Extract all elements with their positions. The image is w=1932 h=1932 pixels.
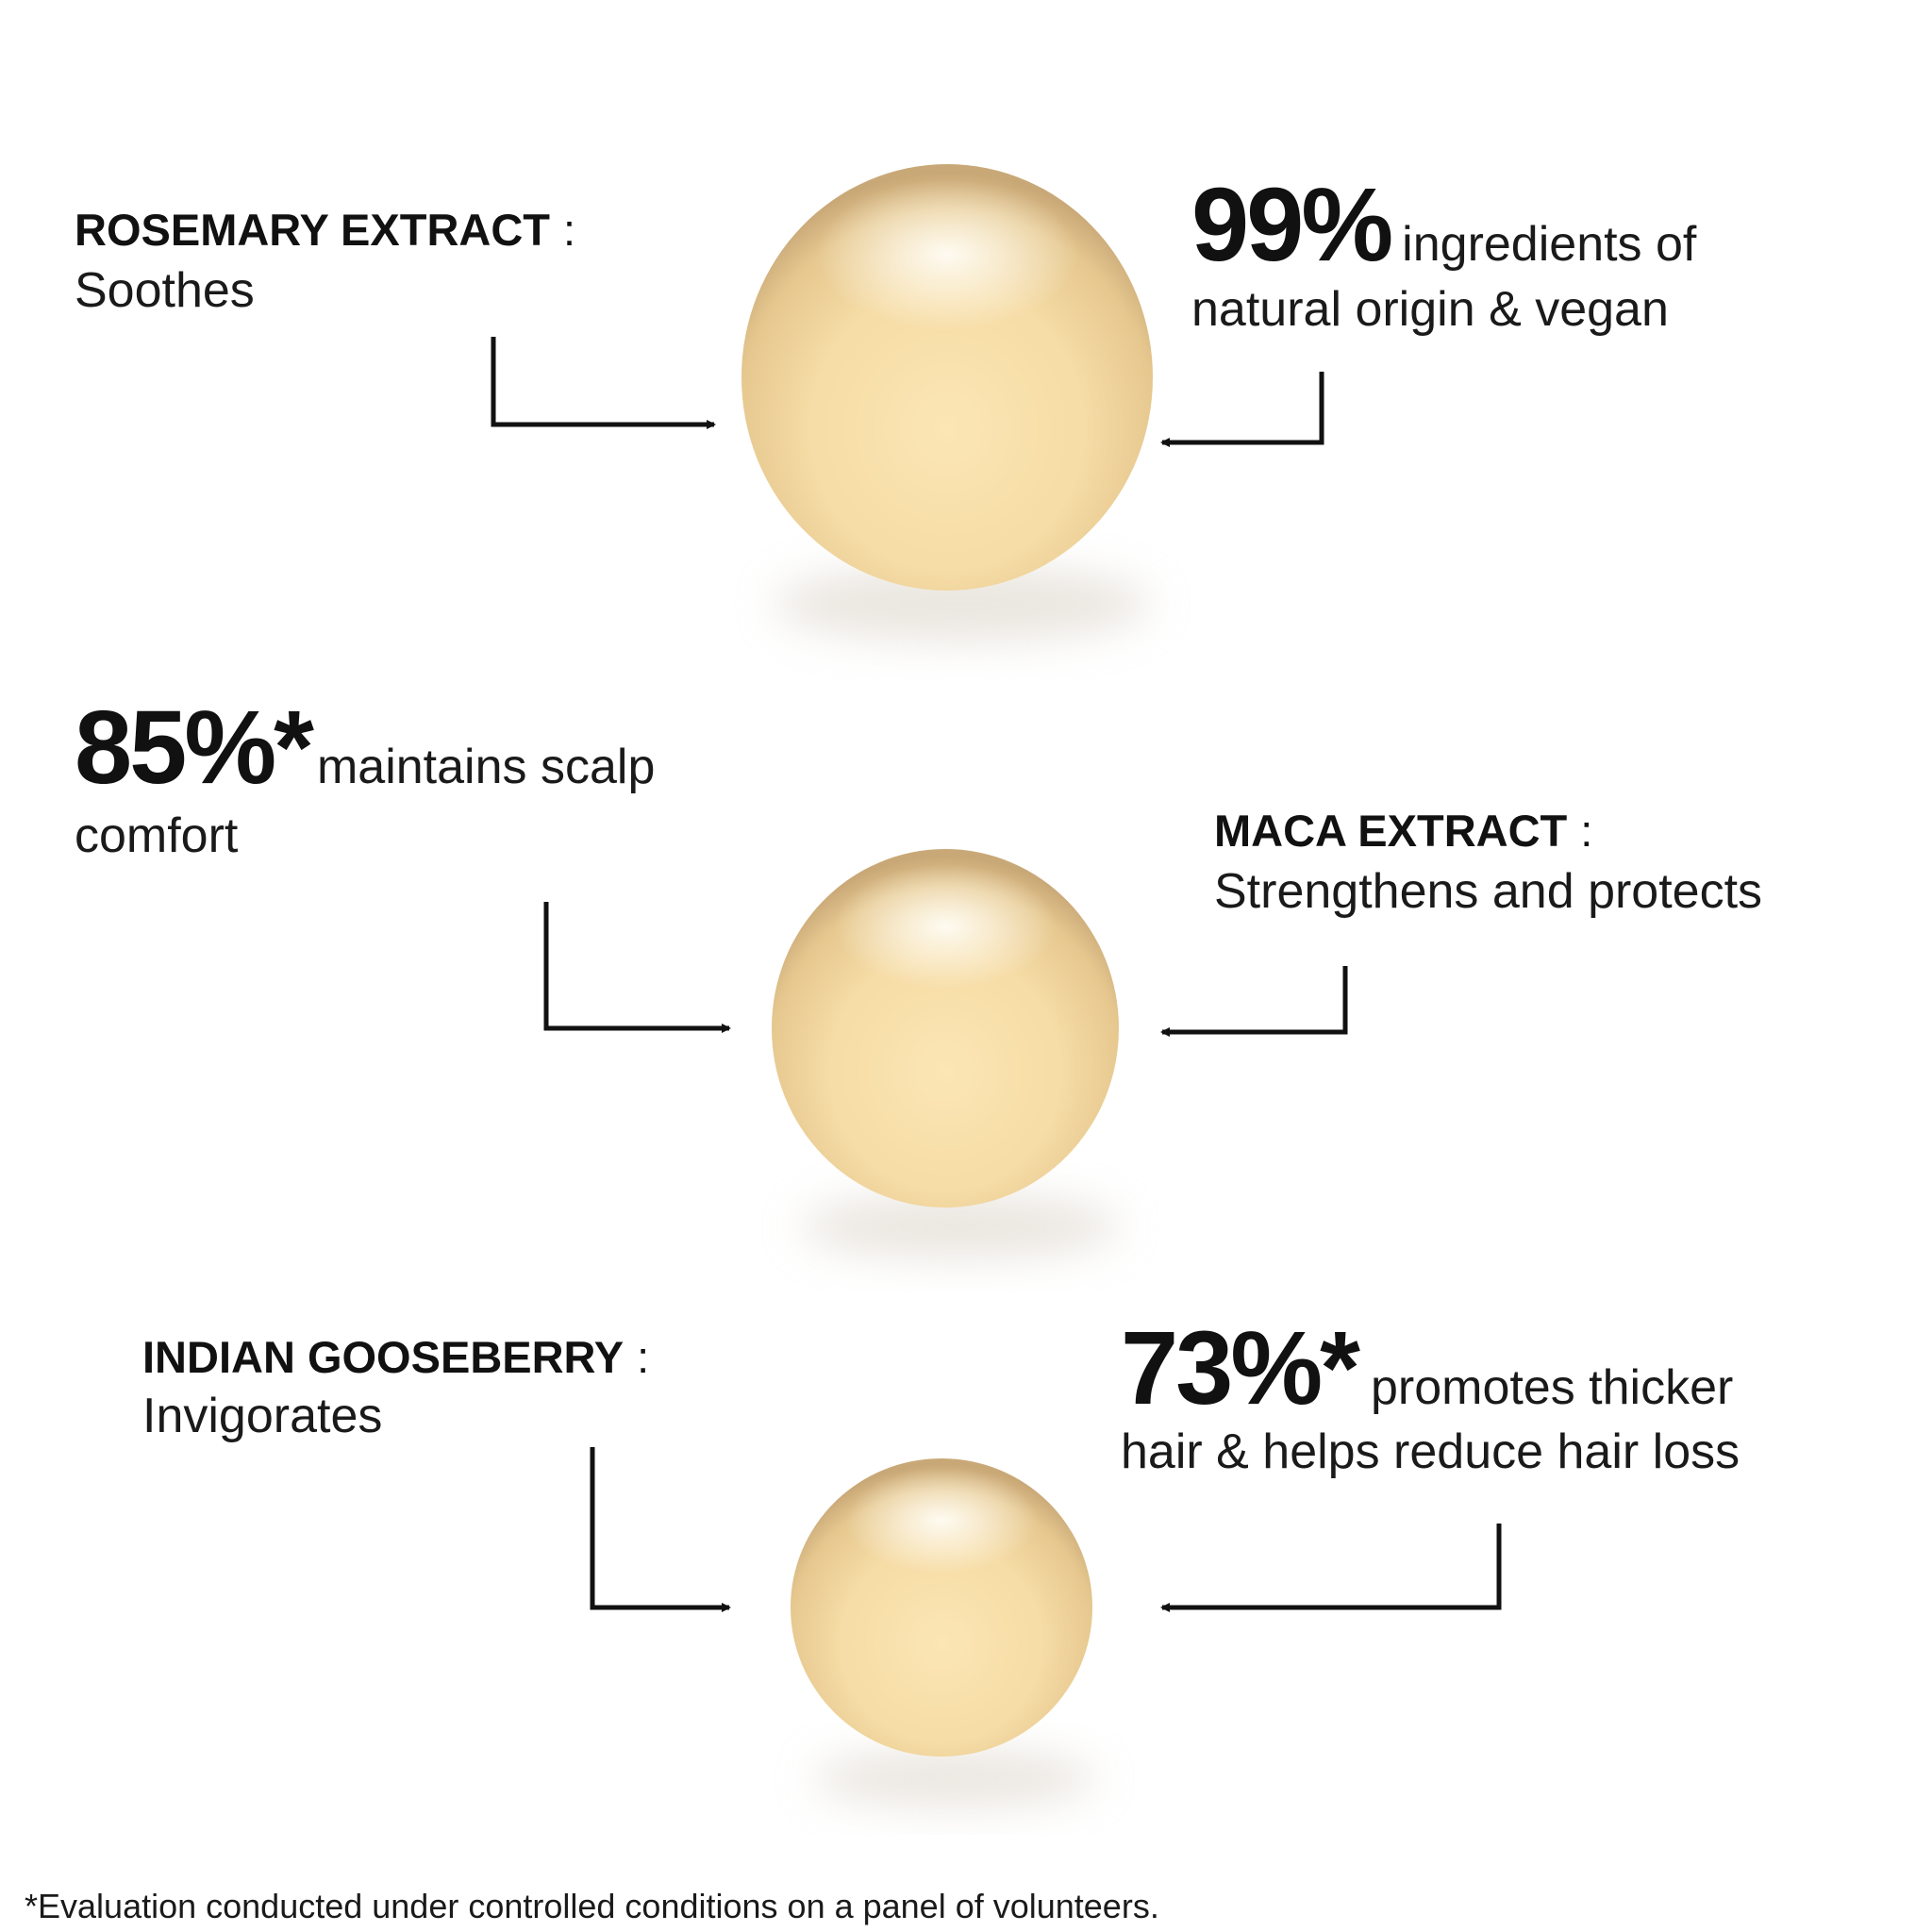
separator: : — [1580, 806, 1592, 856]
footnote: *Evaluation conducted under controlled c… — [25, 1887, 1159, 1925]
arrow — [590, 1447, 731, 1612]
claim-line: 73%* promotes thicker — [1121, 1310, 1733, 1426]
arrow — [1160, 372, 1324, 447]
drop — [791, 1458, 1096, 1807]
drop — [741, 164, 1153, 641]
separator: : — [563, 205, 575, 255]
claim-figure: 73%* — [1121, 1310, 1360, 1426]
claim-figure: 85%* — [75, 690, 314, 806]
ingredient-benefit: Strengthens and protects — [1214, 864, 1762, 919]
claim-text: maintains scalp — [317, 740, 655, 794]
arrow — [491, 337, 716, 429]
claim-text: ingredients of — [1402, 217, 1697, 272]
claim-figure: 99% — [1191, 167, 1391, 283]
ingredient-heading: ROSEMARY EXTRACT: — [75, 205, 575, 255]
claim-line: 85%* maintains scalp — [75, 690, 655, 806]
claim-text: natural origin & vegan — [1191, 282, 1669, 337]
arrow — [543, 902, 731, 1033]
ingredient-name: INDIAN GOOSEBERRY — [142, 1332, 624, 1382]
ingredient-benefit: Soothes — [75, 263, 255, 318]
ingredient-heading: INDIAN GOOSEBERRY: — [142, 1332, 649, 1382]
ingredient-heading: MACA EXTRACT: — [1214, 806, 1592, 856]
claim-text: promotes thicker — [1371, 1360, 1733, 1415]
arrow — [1160, 966, 1348, 1037]
ingredient-benefit: Invigorates — [142, 1389, 382, 1443]
separator: : — [637, 1332, 649, 1382]
drop — [772, 849, 1121, 1258]
claim-text: hair & helps reduce hair loss — [1121, 1424, 1740, 1479]
ingredient-name: ROSEMARY EXTRACT — [75, 205, 550, 255]
arrow — [1160, 1524, 1502, 1612]
claim-line: 99% ingredients of — [1191, 167, 1697, 283]
ingredient-name: MACA EXTRACT — [1214, 806, 1568, 856]
claim-text: comfort — [75, 808, 239, 863]
